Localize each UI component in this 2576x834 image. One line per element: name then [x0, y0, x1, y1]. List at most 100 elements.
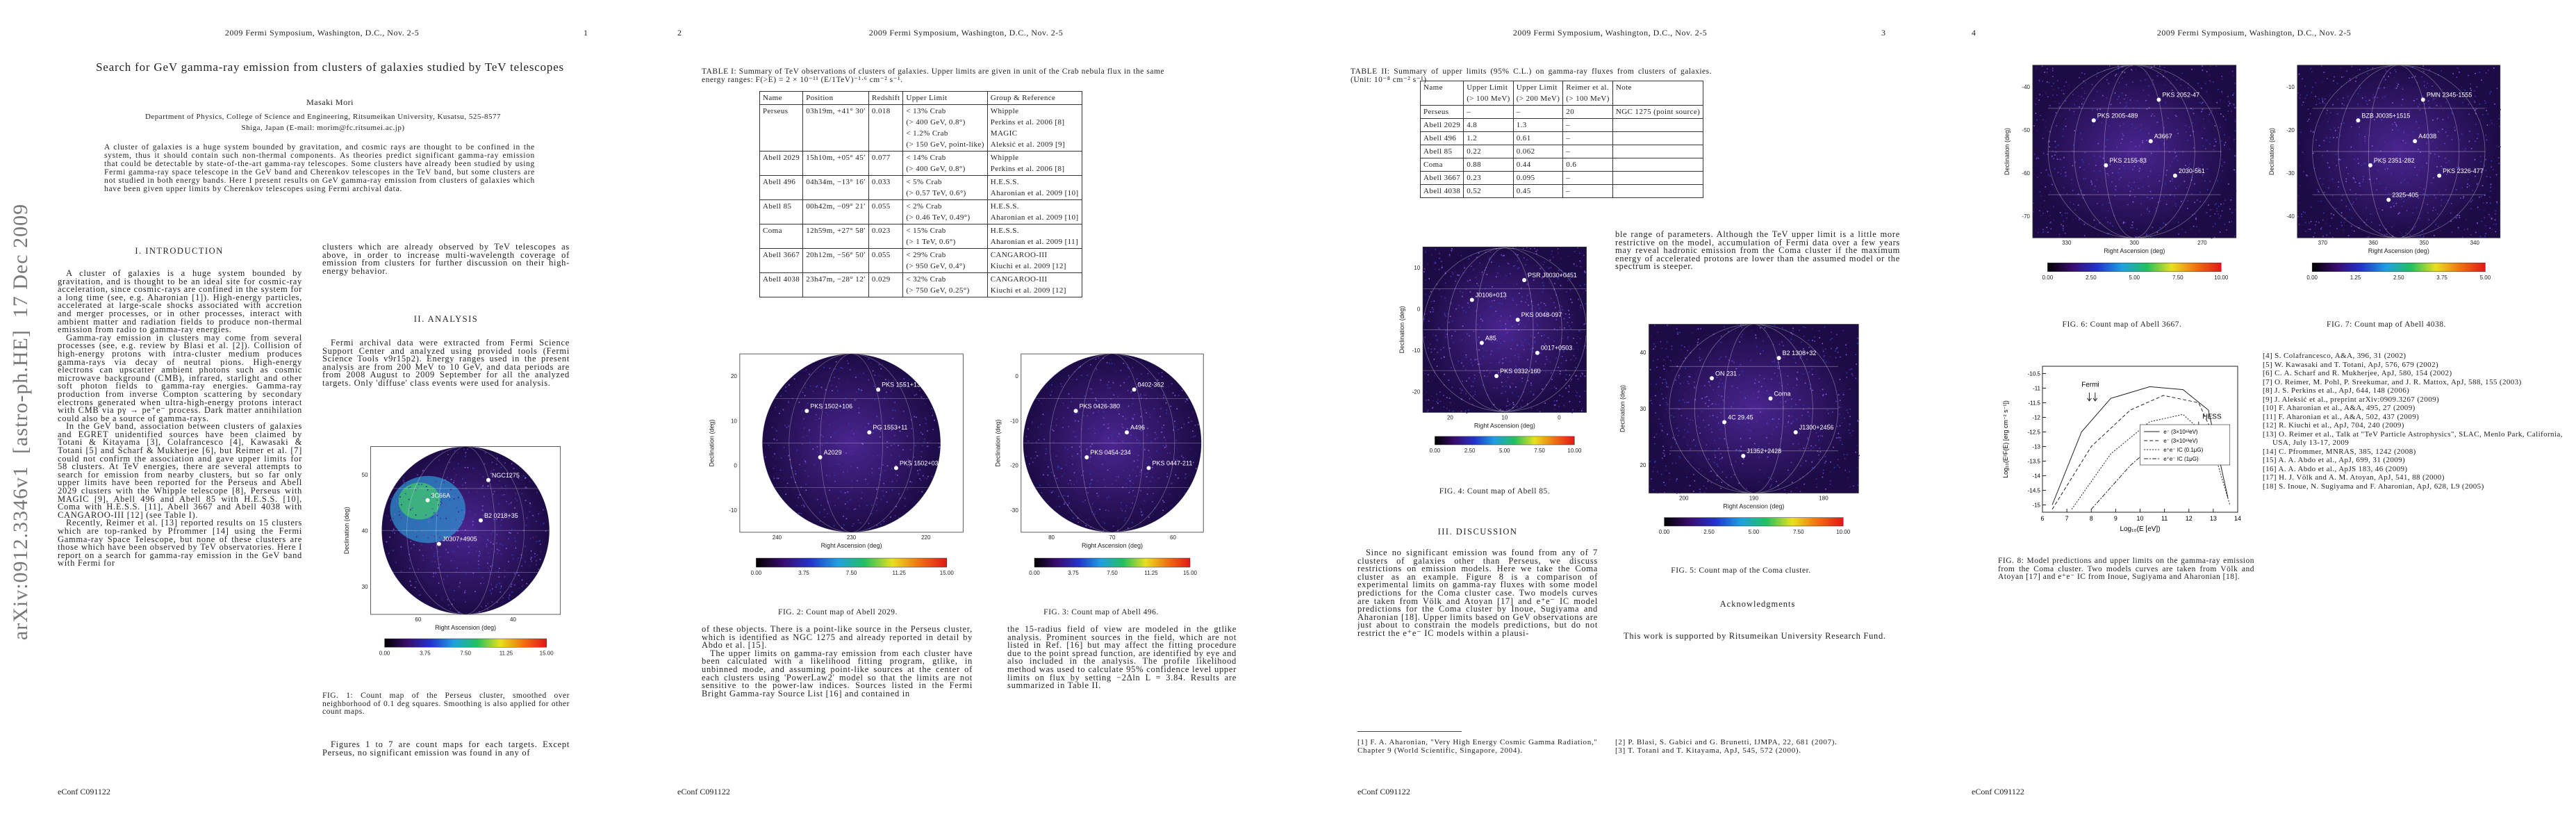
source-label: PMN 2345-1555: [2427, 91, 2472, 98]
speckle: [1693, 473, 1694, 475]
speckle: [1451, 386, 1453, 389]
source-label: PKS 1502+036: [900, 459, 942, 466]
speckle: [2110, 104, 2112, 106]
speckle: [1758, 374, 1760, 376]
speckle: [504, 493, 505, 496]
speckle: [1680, 383, 1681, 384]
speckle: [2038, 99, 2040, 101]
x-tick-label: 9: [2114, 515, 2117, 522]
speckle: [1584, 322, 1586, 325]
speckle: [1102, 427, 1104, 430]
speckle: [410, 486, 411, 488]
speckle: [2109, 222, 2111, 224]
table-cell: H.E.S.S. Aharonian et al. 2009 [10]: [986, 175, 1082, 200]
speckle: [1071, 432, 1073, 434]
speckle: [426, 557, 427, 559]
speckle: [1583, 254, 1585, 256]
speckle: [448, 589, 450, 591]
speckle: [1570, 359, 1572, 361]
speckle: [1132, 482, 1134, 484]
speckle: [1485, 288, 1487, 290]
speckle: [2042, 119, 2044, 121]
speckle: [1478, 353, 1480, 355]
speckle: [785, 386, 786, 388]
y-tick-label: -12: [2032, 415, 2040, 421]
speckle: [456, 507, 458, 509]
speckle: [2154, 115, 2156, 117]
speckle: [1575, 395, 1577, 397]
table-cell: Redshift: [868, 91, 904, 105]
speckle: [530, 550, 532, 552]
table-cell: Abell 496: [1419, 131, 1464, 145]
speckle: [1846, 409, 1848, 411]
speckle: [806, 471, 808, 473]
speckle: [520, 554, 522, 556]
speckle: [1050, 459, 1052, 461]
speckle: [453, 589, 455, 591]
speckle: [1088, 373, 1090, 375]
speckle: [857, 445, 858, 448]
speckle: [2475, 140, 2476, 142]
speckle: [851, 480, 852, 482]
speckle: [1707, 480, 1709, 482]
speckle: [1126, 363, 1128, 365]
speckle: [2468, 236, 2470, 238]
speckle: [2479, 119, 2481, 121]
speckle: [2412, 131, 2414, 133]
speckle: [2117, 65, 2119, 67]
speckle: [1462, 325, 1464, 327]
speckle: [1662, 379, 1665, 380]
speckle: [2231, 70, 2234, 72]
speckle: [1720, 335, 1722, 337]
speckle: [1096, 475, 1098, 477]
speckle: [1514, 317, 1516, 319]
speckle: [921, 491, 923, 493]
speckle: [502, 549, 504, 550]
speckle: [1708, 471, 1710, 473]
table-cell: Upper Limit (> 200 MeV): [1512, 81, 1564, 106]
speckle: [2174, 217, 2176, 218]
speckle: [774, 465, 776, 467]
speckle: [1427, 263, 1429, 265]
speckle: [1526, 259, 1528, 261]
speckle: [2354, 181, 2356, 183]
speckle: [1174, 425, 1176, 427]
speckle: [1092, 413, 1093, 415]
speckle: [457, 530, 459, 532]
speckle: [1183, 423, 1184, 425]
speckle: [1857, 466, 1858, 468]
speckle: [1076, 480, 1078, 482]
speckle: [2154, 65, 2155, 67]
speckle: [821, 444, 823, 446]
speckle: [1763, 377, 1765, 379]
table-cell: < 29% Crab (> 950 GeV, 0.4°): [902, 248, 988, 273]
speckle: [2400, 104, 2402, 106]
speckle: [1493, 404, 1495, 406]
table-cell: 0.52: [1463, 184, 1514, 198]
speckle: [2484, 102, 2486, 104]
speckle: [918, 473, 919, 475]
speckle: [2233, 104, 2235, 105]
speckle: [1512, 265, 1514, 267]
speckle: [2063, 220, 2064, 222]
speckle: [2040, 215, 2042, 216]
speckle: [1505, 357, 1507, 359]
speckle: [1774, 373, 1776, 374]
speckle: [1151, 466, 1153, 468]
speckle: [2457, 214, 2459, 216]
speckle: [466, 537, 468, 539]
speckle: [1109, 387, 1111, 389]
speckle: [490, 471, 492, 472]
speckle: [1071, 401, 1072, 402]
speckle: [1530, 407, 1533, 409]
speckle: [1697, 452, 1699, 454]
speckle: [1573, 263, 1575, 265]
speckle: [871, 472, 873, 473]
speckle: [1585, 352, 1587, 354]
speckle: [1676, 427, 1678, 430]
speckle: [2185, 131, 2187, 133]
speckle: [1655, 395, 1656, 397]
speckle: [2228, 183, 2229, 185]
section-heading: III. DISCUSSION: [1437, 527, 1518, 537]
speckle: [487, 539, 488, 541]
